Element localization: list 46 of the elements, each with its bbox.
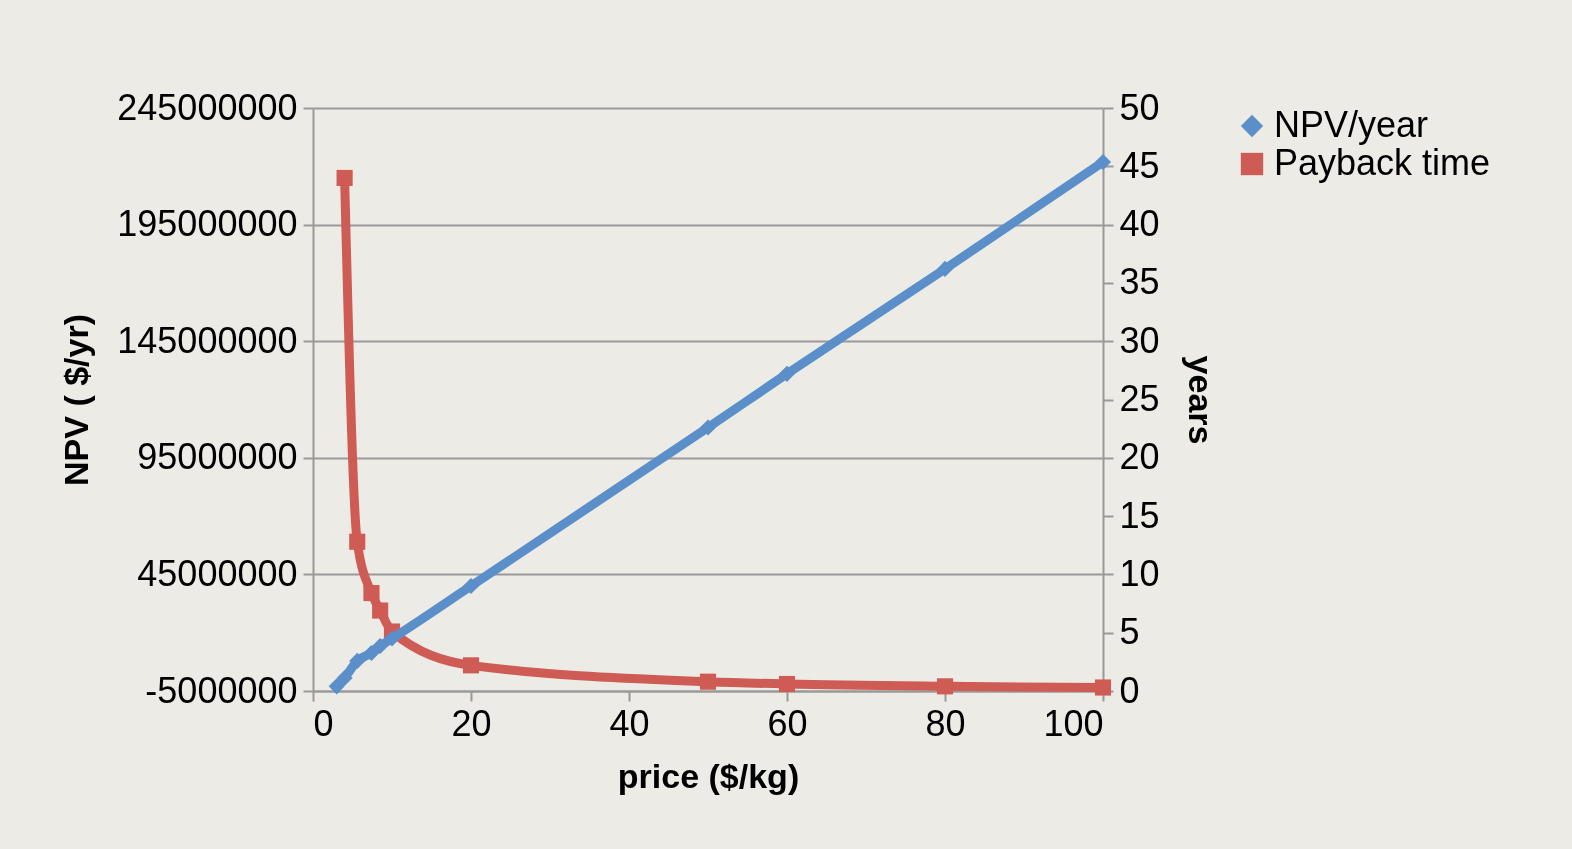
- y-tick-label: -5000000: [145, 669, 298, 711]
- point: [336, 169, 353, 187]
- y-tick-label: 95000000: [137, 436, 298, 478]
- point: [699, 673, 717, 690]
- point: [363, 584, 380, 602]
- y2-tick-label: 15: [1119, 494, 1160, 536]
- point: [699, 419, 717, 436]
- x-tick-label: 80: [925, 702, 966, 744]
- x-axis-title: price ($/kg): [617, 756, 800, 795]
- point: [363, 644, 380, 662]
- y2-tick-label: 35: [1119, 261, 1160, 303]
- x-tick-label: 100: [1043, 702, 1104, 744]
- y2-tick-label: 10: [1119, 552, 1160, 594]
- point: [372, 637, 389, 655]
- y2-tick-label: 30: [1119, 319, 1160, 361]
- y2-tick-label: 45: [1119, 144, 1160, 186]
- y2-tick-label: 40: [1119, 203, 1160, 245]
- y-tick-label: 195000000: [117, 203, 298, 245]
- legend-label: NPV/year: [1274, 104, 1429, 145]
- y-tick-label: 245000000: [117, 86, 298, 128]
- point: [778, 365, 796, 382]
- point: [936, 678, 954, 695]
- point: [336, 669, 353, 686]
- y2-tick-label: 50: [1119, 86, 1160, 128]
- y2-tick-label: 5: [1119, 611, 1140, 653]
- y2-axis-title: years: [1181, 355, 1220, 445]
- point: [349, 533, 366, 550]
- y2-tick-label: 0: [1119, 669, 1140, 711]
- point: [462, 578, 480, 595]
- point: [349, 652, 366, 669]
- point: [936, 260, 954, 277]
- x-tick-label: 40: [609, 702, 650, 744]
- point: [1094, 154, 1112, 171]
- y-tick-label: 45000000: [137, 552, 298, 594]
- y-axis-title: NPV ( $/yr): [57, 314, 96, 486]
- point: [328, 678, 345, 695]
- x-tick-label: 20: [451, 702, 492, 744]
- point: [778, 675, 796, 693]
- point: [462, 657, 480, 674]
- point: [383, 630, 401, 647]
- y2-tick-label: 20: [1119, 436, 1160, 478]
- x-tick-label: 0: [313, 702, 334, 744]
- x-tick-label: 60: [767, 702, 808, 744]
- point: [372, 602, 389, 619]
- y2-tick-label: 25: [1119, 378, 1160, 419]
- y-tick-label: 145000000: [117, 319, 298, 361]
